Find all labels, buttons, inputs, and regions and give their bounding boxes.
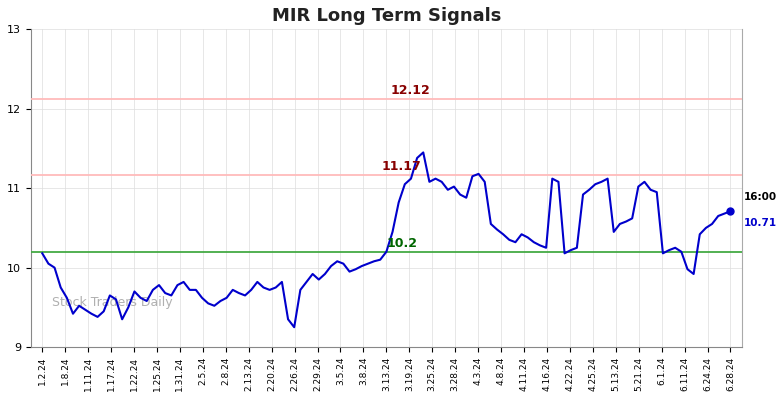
- Text: 10.2: 10.2: [387, 237, 417, 250]
- Text: 12.12: 12.12: [391, 84, 430, 98]
- Text: 16:00: 16:00: [744, 192, 778, 202]
- Title: MIR Long Term Signals: MIR Long Term Signals: [272, 7, 501, 25]
- Text: Stock Traders Daily: Stock Traders Daily: [52, 296, 172, 309]
- Text: 11.17: 11.17: [382, 160, 422, 173]
- Text: 10.71: 10.71: [744, 218, 778, 228]
